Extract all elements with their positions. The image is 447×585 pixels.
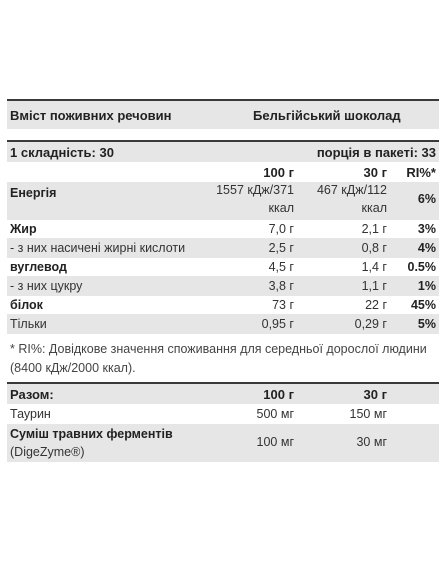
nutrient-30g-line2: ккал xyxy=(361,201,387,215)
nutrient-name: Енергія xyxy=(10,186,57,200)
table-row: - з них цукру 3,8 г 1,1 г 1% xyxy=(7,276,439,296)
nutrient-ri: 6% xyxy=(417,192,436,206)
nutrient-name: Жир xyxy=(10,222,37,236)
column-ri: RI%* xyxy=(406,165,436,180)
nutrient-name: білок xyxy=(10,298,43,312)
nutrient-name: - з них насичені жирні кислоти xyxy=(10,241,186,255)
extra-name: Суміш травних ферментів xyxy=(10,427,173,441)
nutrient-ri: 1% xyxy=(417,279,436,293)
footnote-text: * RI%: Довідкове значення споживання для… xyxy=(10,342,427,375)
nutrient-ri: 0.5% xyxy=(407,260,437,274)
table-row: Таурин 500 мг 150 мг xyxy=(7,404,439,424)
table-row: - з них насичені жирні кислоти 2,5 г 0,8… xyxy=(7,238,439,258)
extra-100g: 500 мг xyxy=(256,407,294,421)
extras-header-row: Разом: 100 г 30 г xyxy=(7,384,439,404)
column-30g: 30 г xyxy=(363,165,388,180)
nutrient-name: вуглевод xyxy=(10,260,67,274)
nutrient-100g: 4,5 г xyxy=(268,260,294,274)
table-row: Енергія 1557 кДж/371 ккал 467 кДж/112 кк… xyxy=(7,182,439,220)
top-rule xyxy=(7,99,439,101)
table-row: Тільки 0,95 г 0,29 г 5% xyxy=(7,314,439,334)
serving-rule xyxy=(7,140,439,142)
header-left: Вміст поживних речовин xyxy=(10,108,172,123)
extras-column-30g: 30 г xyxy=(363,387,388,402)
extra-subname: (DigeZyme®) xyxy=(10,445,85,459)
table-header-row: Вміст поживних речовин Бельгійський шоко… xyxy=(7,101,439,129)
nutrient-30g: 2,1 г xyxy=(361,222,387,236)
extra-30g: 30 мг xyxy=(356,435,387,449)
serving-right: порція в пакеті: 33 xyxy=(316,145,436,160)
nutrient-100g: 7,0 г xyxy=(268,222,294,236)
nutrient-30g-line1: 467 кДж/112 xyxy=(316,183,387,197)
serving-row: 1 складність: 30 порція в пакеті: 33 xyxy=(7,142,439,162)
column-100g: 100 г xyxy=(263,165,294,180)
table-row: білок 73 г 22 г 45% xyxy=(7,296,439,314)
nutrient-ri: 45% xyxy=(410,298,436,312)
nutrient-100g: 2,5 г xyxy=(268,241,294,255)
nutrient-ri: 5% xyxy=(417,317,436,331)
nutrient-100g: 73 г xyxy=(272,298,294,312)
extra-name: Таурин xyxy=(10,407,51,421)
extras-rule xyxy=(7,382,439,384)
extra-30g: 150 мг xyxy=(349,407,387,421)
nutrient-100g: 0,95 г xyxy=(261,317,294,331)
nutrient-ri: 4% xyxy=(417,241,436,255)
nutrient-ri: 3% xyxy=(417,222,436,236)
nutrient-30g: 1,1 г xyxy=(361,279,387,293)
table-row: Жир 7,0 г 2,1 г 3% xyxy=(7,220,439,238)
extra-100g: 100 мг xyxy=(256,435,294,449)
extras-column-100g: 100 г xyxy=(263,387,294,402)
columns-row: 100 г 30 г RI%* xyxy=(7,162,439,182)
nutrient-name: Тільки xyxy=(10,317,47,331)
serving-left: 1 складність: 30 xyxy=(10,145,114,160)
nutrient-name: - з них цукру xyxy=(10,279,83,293)
nutrient-100g-line2: ккал xyxy=(268,201,294,215)
footnote-block: * RI%: Довідкове значення споживання для… xyxy=(7,334,439,382)
table-row: вуглевод 4,5 г 1,4 г 0.5% xyxy=(7,258,439,276)
nutrient-30g: 1,4 г xyxy=(361,260,387,274)
nutrient-30g: 0,8 г xyxy=(361,241,387,255)
nutrient-30g: 22 г xyxy=(365,298,387,312)
header-right: Бельгійський шоколад xyxy=(253,108,401,123)
extras-header-label: Разом: xyxy=(10,387,54,402)
nutrient-100g-line1: 1557 кДж/371 xyxy=(216,183,294,197)
nutrient-30g: 0,29 г xyxy=(354,317,387,331)
table-row: Суміш травних ферментів (DigeZyme®) 100 … xyxy=(7,424,439,462)
nutrient-100g: 3,8 г xyxy=(268,279,294,293)
nutrition-table: Вміст поживних речовин Бельгійський шоко… xyxy=(7,99,439,462)
